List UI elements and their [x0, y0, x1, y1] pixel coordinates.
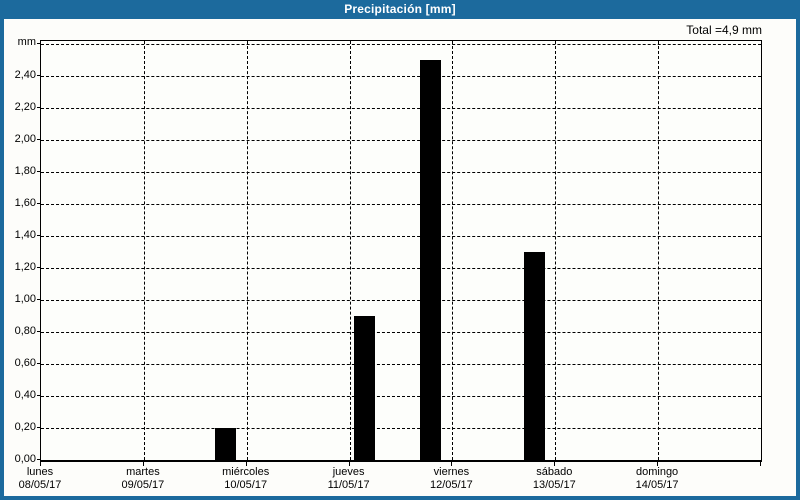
y-axis-tick-label: 1,60 [14, 197, 36, 210]
chart-title: Precipitación [mm] [344, 2, 456, 16]
y-axis-tick [37, 203, 41, 205]
y-axis-tick [37, 171, 41, 173]
y-axis-tick [37, 459, 41, 460]
x-axis-day-label: sábado 13/05/17 [502, 466, 606, 492]
x-axis-day-label: miércoles 10/05/17 [194, 466, 298, 492]
y-axis-tick [37, 427, 41, 428]
day-name: lunes [26, 466, 54, 478]
x-axis-tick [760, 462, 761, 466]
y-axis-tick [37, 395, 41, 396]
horizontal-gridline [41, 268, 761, 270]
y-axis-unit-label: mm [17, 36, 36, 49]
x-axis-tick [142, 462, 144, 466]
y-axis-labels: 0,00 0,20 0,40 0,60 0,80 1,00 1,20 1,40 1,60 1,80… [4, 36, 36, 465]
vertical-gridline [452, 41, 454, 460]
vertical-gridline [349, 41, 351, 460]
x-axis-day-label: jueves 11/05/17 [297, 466, 401, 492]
y-axis-tick [37, 299, 41, 301]
y-axis-tick-label: 0,00 [14, 453, 36, 465]
x-axis-day-label: lunes 08/05/17 [0, 466, 92, 492]
chart-canvas: Total =4,9 mm 0,00 0,20 0,40 0,60 0,80 1,00 1,… [4, 19, 796, 496]
y-axis-tick-label: 0,40 [14, 389, 36, 401]
horizontal-gridline [41, 332, 761, 334]
x-axis-tick [348, 462, 350, 466]
x-axis-tick [554, 462, 556, 466]
horizontal-gridline [41, 364, 761, 365]
horizontal-gridline [41, 236, 761, 238]
y-axis-tick-label: 1,40 [14, 229, 36, 242]
y-axis-tick [37, 75, 41, 77]
day-name: domingo [635, 466, 679, 478]
x-axis-day-label: martes 09/05/17 [91, 466, 195, 492]
y-axis-tick [37, 331, 41, 333]
day-date: 09/05/17 [121, 479, 165, 491]
y-axis-tick-label: 0,80 [14, 325, 36, 338]
day-date: 12/05/17 [429, 479, 473, 491]
day-name: jueves [332, 466, 365, 478]
y-axis-tick-label: 0,20 [14, 421, 36, 433]
horizontal-gridline [41, 76, 761, 78]
day-name: viernes [433, 466, 470, 478]
day-name: sábado [536, 466, 573, 478]
precipitation-bar [420, 60, 442, 460]
precipitation-bar [353, 316, 375, 460]
horizontal-gridline [41, 204, 761, 206]
vertical-gridline [658, 41, 660, 460]
precipitation-bar [214, 428, 236, 460]
y-axis-tick-label: 1,00 [14, 293, 36, 306]
day-date: 11/05/17 [327, 479, 370, 491]
y-axis-tick [37, 363, 41, 364]
y-axis-tick-label: 1,80 [14, 165, 36, 178]
title-bar: Precipitación [mm] [0, 0, 800, 19]
y-axis-tick-label: 2,20 [14, 101, 36, 114]
x-axis-tick [451, 462, 453, 466]
plot-area [40, 40, 762, 462]
horizontal-gridline [41, 300, 761, 302]
horizontal-gridline [41, 44, 761, 46]
x-axis-day-label: viernes 12/05/17 [399, 466, 503, 492]
y-axis-tick [37, 139, 41, 141]
day-date: 13/05/17 [532, 479, 576, 491]
day-name: miércoles [222, 466, 270, 478]
day-date: 08/05/17 [18, 479, 62, 491]
day-date: 14/05/17 [635, 479, 679, 491]
vertical-gridline [555, 41, 557, 460]
precipitation-bar [524, 252, 546, 460]
y-axis-tick [37, 43, 41, 45]
y-axis-tick-label: 0,60 [14, 357, 36, 369]
y-axis-tick [37, 235, 41, 237]
y-axis-tick-label: 2,00 [14, 133, 36, 146]
horizontal-gridline [41, 140, 761, 142]
y-axis-tick-label: 2,40 [14, 69, 36, 82]
x-axis-day-label: domingo 14/05/17 [605, 466, 709, 492]
y-axis-tick-label: 1,20 [14, 261, 36, 274]
vertical-gridline [143, 41, 145, 460]
horizontal-gridline [41, 428, 761, 429]
horizontal-gridline [41, 396, 761, 397]
x-axis-tick [245, 462, 247, 466]
x-axis-tick [657, 462, 659, 466]
total-annotation: Total =4,9 mm [686, 23, 762, 37]
horizontal-gridline [41, 172, 761, 174]
y-axis-tick [37, 107, 41, 109]
day-date: 10/05/17 [224, 479, 268, 491]
x-axis-tick [40, 462, 41, 466]
day-name: martes [126, 466, 160, 478]
vertical-gridline [246, 41, 248, 460]
x-axis-labels: lunes 08/05/17 martes 09/05/17 miércoles 10/0… [19, 466, 760, 494]
horizontal-gridline [41, 108, 761, 110]
y-axis-tick [37, 267, 41, 269]
